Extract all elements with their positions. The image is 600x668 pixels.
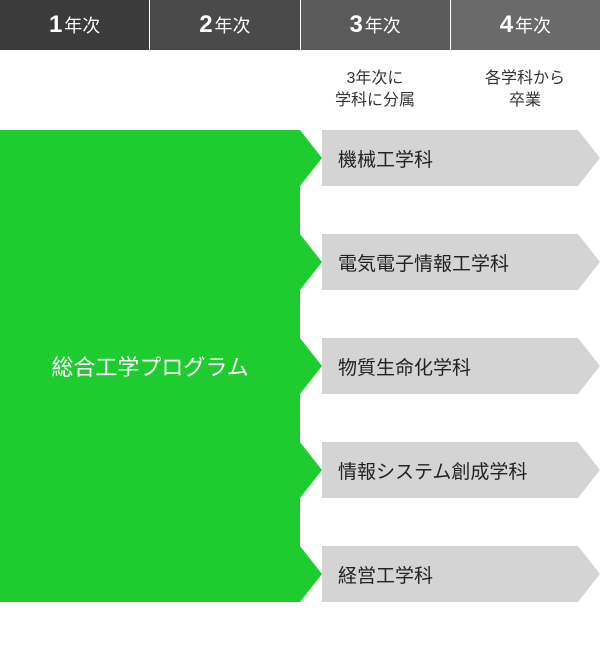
year-header-1: 1年次 bbox=[0, 0, 150, 50]
arrow-head-icon bbox=[578, 546, 600, 602]
year-suffix-2: 年次 bbox=[215, 12, 251, 38]
year-header-row: 1年次 2年次 3年次 4年次 bbox=[0, 0, 600, 50]
year-num-2: 2 bbox=[199, 11, 212, 39]
program-block: 総合工学プログラム bbox=[0, 130, 300, 602]
year-num-4: 4 bbox=[500, 11, 513, 39]
department-arrow: 機械工学科 bbox=[322, 130, 600, 186]
department-arrow: 電気電子情報工学科 bbox=[322, 234, 600, 290]
department-label: 電気電子情報工学科 bbox=[322, 234, 578, 290]
year-suffix-3: 年次 bbox=[365, 12, 401, 38]
department-arrow: 経営工学科 bbox=[322, 546, 600, 602]
year-num-1: 1 bbox=[49, 11, 62, 39]
department-label: 物質生命化学科 bbox=[322, 338, 578, 394]
year-header-4: 4年次 bbox=[451, 0, 600, 50]
connector-head-icon bbox=[300, 130, 322, 186]
arrow-head-icon bbox=[578, 234, 600, 290]
department-arrow: 情報システム創成学科 bbox=[322, 442, 600, 498]
connector-head-icon bbox=[300, 546, 322, 602]
diagram-body: 機械工学科電気電子情報工学科物質生命化学科情報システム創成学科経営工学科 総合工学… bbox=[0, 130, 600, 650]
department-arrow: 物質生命化学科 bbox=[322, 338, 600, 394]
subheader-empty-2 bbox=[150, 50, 300, 130]
year-suffix-1: 年次 bbox=[64, 12, 100, 38]
subheader-row: 3年次に学科に分属 各学科から卒業 bbox=[0, 50, 600, 130]
year-suffix-4: 年次 bbox=[515, 12, 551, 38]
year-num-3: 3 bbox=[349, 11, 362, 39]
subheader-empty-1 bbox=[0, 50, 150, 130]
subheader-col4: 各学科から卒業 bbox=[450, 50, 600, 130]
arrow-head-icon bbox=[578, 338, 600, 394]
year-header-3: 3年次 bbox=[301, 0, 451, 50]
department-label: 機械工学科 bbox=[322, 130, 578, 186]
arrow-head-icon bbox=[578, 442, 600, 498]
arrow-head-icon bbox=[578, 130, 600, 186]
program-label: 総合工学プログラム bbox=[51, 350, 248, 382]
department-label: 経営工学科 bbox=[322, 546, 578, 602]
subheader-col3: 3年次に学科に分属 bbox=[300, 50, 450, 130]
curriculum-diagram: 1年次 2年次 3年次 4年次 3年次に学科に分属 各学科から卒業 機械工学科電… bbox=[0, 0, 600, 668]
connector-head-icon bbox=[300, 338, 322, 394]
year-header-2: 2年次 bbox=[150, 0, 300, 50]
department-label: 情報システム創成学科 bbox=[322, 442, 578, 498]
connector-head-icon bbox=[300, 234, 322, 290]
connector-head-icon bbox=[300, 442, 322, 498]
